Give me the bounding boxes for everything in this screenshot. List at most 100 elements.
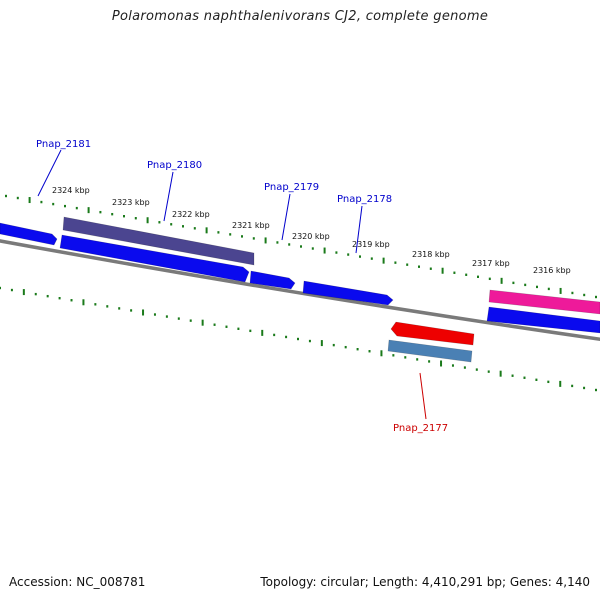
upper-dot (158, 221, 161, 224)
kbp-label: 2321 kbp (232, 221, 270, 230)
lower-major-tick (559, 380, 562, 387)
upper-dot (477, 275, 479, 278)
upper-dot (40, 200, 43, 204)
lower-dot (487, 370, 490, 373)
upper-dot (512, 281, 515, 285)
upper-major-tick (559, 287, 562, 294)
upper-dot (453, 271, 456, 274)
lower-dot (404, 356, 407, 359)
cds-bar-1 (62, 216, 255, 266)
cds-bar-reverse (387, 339, 473, 363)
upper-major-tick (205, 227, 208, 234)
upper-dot (64, 204, 66, 208)
upper-dot (311, 247, 314, 250)
gene-label-pnap_2179[interactable]: Pnap_2179 (264, 182, 319, 193)
lower-dot (463, 366, 466, 369)
upper-dot (370, 257, 373, 260)
lower-dot (225, 325, 228, 328)
upper-dot (241, 235, 243, 238)
gene-label-leader (419, 372, 427, 420)
gene-label-leader (355, 205, 363, 254)
genome-summary: Topology: circular; Length: 4,410,291 bp… (260, 575, 590, 589)
upper-dot (347, 253, 350, 256)
upper-dot (52, 202, 55, 206)
lower-dot (523, 376, 526, 379)
lower-dot (571, 384, 574, 388)
feature-layer (0, 216, 600, 363)
upper-dot (99, 210, 102, 214)
gene-label-pnap_2181[interactable]: Pnap_2181 (36, 139, 91, 150)
upper-dot (276, 241, 279, 244)
lower-dot (213, 323, 216, 326)
upper-dot (547, 287, 550, 291)
upper-dot (335, 251, 338, 254)
upper-major-tick (264, 237, 267, 244)
accession-text: Accession: NC_008781 (9, 575, 146, 589)
gene-arrow-reverse (390, 321, 475, 346)
upper-dot (123, 215, 125, 218)
gene-arrow-3 (249, 270, 296, 290)
lower-dot (118, 307, 121, 310)
lower-major-tick (82, 299, 85, 306)
lower-dot (10, 288, 13, 292)
gene-arrow-2 (59, 234, 250, 283)
upper-dot (170, 223, 173, 226)
lower-dot (392, 354, 395, 357)
lower-dot (535, 378, 538, 381)
upper-tick-track (5, 194, 597, 299)
lower-dot (58, 297, 61, 300)
lower-dot (285, 335, 288, 339)
upper-dot (595, 295, 597, 299)
lower-dot (94, 303, 97, 306)
lower-major-tick (440, 360, 443, 367)
kbp-label: 2320 kbp (292, 232, 330, 241)
lower-dot (106, 305, 109, 308)
gene-labels: Pnap_2181 Pnap_2180 Pnap_2179 Pnap_2178 Pnap… (36, 139, 448, 434)
upper-major-tick (323, 247, 326, 254)
upper-dot (182, 225, 184, 228)
kbp-label: 2324 kbp (52, 186, 90, 195)
upper-major-tick (28, 197, 31, 204)
gene-label-pnap_2177[interactable]: Pnap_2177 (393, 423, 448, 434)
lower-major-tick (320, 340, 323, 347)
gene-label-pnap_2180[interactable]: Pnap_2180 (147, 160, 202, 171)
upper-dot (252, 237, 255, 240)
upper-dot (465, 273, 468, 276)
genome-backbone (0, 239, 600, 342)
lower-dot (547, 380, 550, 384)
lower-dot (511, 374, 514, 377)
cds-bar-2 (488, 289, 600, 315)
upper-dot (406, 263, 409, 266)
lower-major-tick (201, 319, 204, 326)
upper-major-tick (441, 267, 444, 274)
upper-dot (429, 267, 432, 270)
upper-major-tick (382, 257, 385, 264)
lower-dot (130, 309, 133, 312)
lower-major-tick (142, 309, 145, 316)
lower-dot (297, 337, 299, 341)
lower-dot (165, 315, 168, 318)
lower-major-tick (22, 289, 25, 296)
upper-major-tick (87, 207, 90, 214)
kbp-label: 2322 kbp (172, 210, 210, 219)
kbp-labels: 2324 kbp 2323 kbp 2322 kbp 2321 kbp 2320 kbp… (52, 186, 571, 275)
upper-dot (217, 231, 220, 234)
upper-dot (288, 243, 291, 246)
lower-dot (189, 319, 192, 322)
lower-dot (344, 345, 347, 349)
upper-dot (418, 265, 420, 268)
lower-major-tick (261, 329, 264, 336)
lower-dot (308, 339, 311, 343)
upper-dot (488, 277, 491, 281)
gene-arrow-1 (0, 222, 58, 246)
upper-major-tick (146, 217, 149, 224)
lower-dot (249, 329, 252, 333)
kbp-label: 2317 kbp (472, 259, 510, 268)
kbp-label: 2319 kbp (352, 240, 390, 249)
kbp-label: 2316 kbp (533, 266, 571, 275)
lower-major-tick (380, 350, 383, 357)
gene-label-pnap_2178[interactable]: Pnap_2178 (337, 194, 392, 205)
lower-dot (153, 313, 156, 316)
upper-dot (134, 217, 137, 220)
